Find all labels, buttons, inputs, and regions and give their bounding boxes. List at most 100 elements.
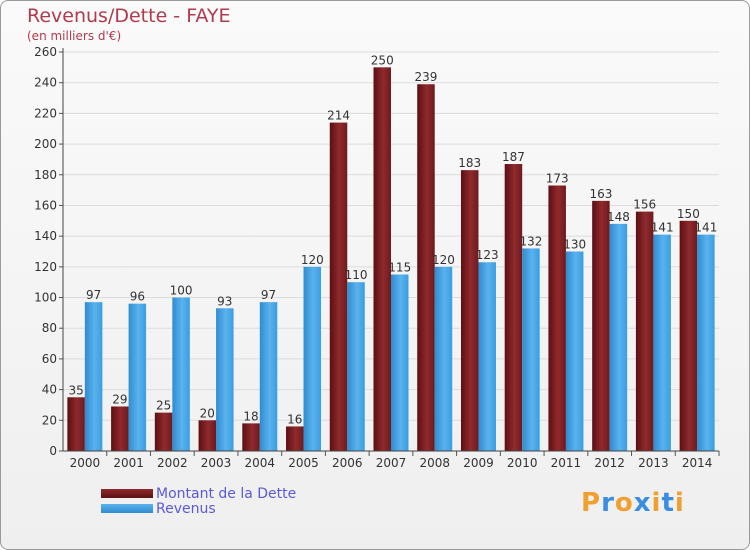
debt-value-label: 163 (589, 187, 612, 201)
revenus-value-label: 115 (388, 261, 411, 275)
y-tick-label: 260 (34, 45, 57, 59)
logo-letter: i (651, 488, 662, 518)
x-tick-label: 2001 (113, 456, 144, 470)
logo-letter: t (661, 488, 675, 518)
revenus-bar (697, 234, 715, 451)
y-tick-label: 0 (49, 444, 57, 458)
y-tick-label: 100 (34, 291, 57, 305)
debt-bar (417, 84, 435, 451)
debt-value-label: 29 (112, 392, 127, 406)
revenus-value-label: 97 (86, 288, 101, 302)
debt-value-label: 150 (677, 207, 700, 221)
revenus-value-label: 110 (345, 268, 368, 282)
revenus-bar (609, 223, 628, 451)
debt-value-label: 173 (546, 172, 569, 186)
revenus-value-label: 96 (130, 290, 145, 304)
x-tick-label: 2007 (376, 456, 407, 470)
x-axis-ticks: 2000 2001 2002 2003 2004 2005 2006 2007 2008 2009… (70, 451, 720, 470)
revenus-bar (478, 262, 496, 451)
x-tick-label: 2008 (419, 456, 450, 470)
y-tick-label: 220 (34, 106, 57, 120)
chart-title: Revenus/Dette - FAYE (27, 5, 231, 27)
revenus-value-label: 123 (476, 248, 499, 262)
x-tick-label: 2004 (245, 456, 276, 470)
x-tick-label: 2000 (70, 456, 101, 470)
debt-value-label: 156 (633, 198, 656, 212)
legend-swatch-revenus (101, 504, 153, 513)
y-tick-label: 140 (34, 229, 57, 243)
x-tick-label: 2006 (332, 456, 363, 470)
debt-bar (548, 185, 566, 451)
debt-value-label: 20 (200, 406, 215, 420)
legend-label-revenus: Revenus (156, 501, 216, 517)
revenus-bar (172, 297, 190, 451)
revenus-value-label: 130 (563, 238, 586, 252)
y-tick-label: 80 (42, 321, 57, 335)
revenus-bar (347, 282, 365, 451)
revenus-value-label: 120 (432, 253, 455, 267)
logo-letter: i (674, 488, 685, 518)
debt-bar (504, 164, 523, 451)
x-tick-label: 2011 (551, 456, 582, 470)
revenus-value-label: 93 (217, 294, 232, 308)
y-tick-label: 40 (42, 383, 57, 397)
x-tick-label: 2005 (288, 456, 319, 470)
logo-letter: r (601, 488, 615, 518)
debt-bar (111, 406, 129, 451)
revenus-bar (259, 302, 278, 451)
y-tick-label: 180 (34, 168, 57, 182)
revenus-bar (303, 266, 322, 451)
revenus-value-label: 148 (607, 210, 630, 224)
revenus-bar (434, 266, 453, 451)
y-tick-label: 60 (42, 352, 57, 366)
logo-letter: x (633, 488, 652, 518)
revenus-bar (84, 302, 103, 451)
debt-bar (592, 200, 610, 451)
logo-letter: o (614, 488, 634, 518)
debt-bar (242, 423, 260, 451)
revenus-bar (565, 251, 584, 451)
y-tick-label: 120 (34, 260, 57, 274)
revenus-value-label: 132 (519, 234, 542, 248)
debt-value-label: 187 (502, 150, 525, 164)
debt-bar (373, 67, 391, 451)
debt-bar (460, 170, 479, 451)
bars (67, 67, 715, 451)
x-tick-label: 2010 (507, 456, 538, 470)
chart-subtitle: (en milliers d'€) (27, 29, 122, 43)
x-tick-label: 2003 (201, 456, 232, 470)
debt-value-label: 183 (458, 156, 481, 170)
revenus-bar (522, 248, 540, 451)
debt-value-label: 16 (287, 412, 302, 426)
logo-letter: P (581, 488, 602, 518)
y-tick-label: 200 (34, 137, 57, 151)
data-labels: 35 97 29 96 25 100 20 93 18 97 16 120 214 110 250 115 23… (68, 53, 717, 426)
debt-bar (198, 420, 217, 451)
revenus-value-label: 120 (301, 253, 324, 267)
revenus-bar (391, 274, 409, 451)
x-tick-label: 2014 (682, 456, 713, 470)
debt-value-label: 25 (156, 399, 171, 413)
revenus-bar (216, 308, 234, 451)
debt-bar (67, 397, 85, 451)
debt-value-label: 239 (415, 70, 438, 84)
proxiti-logo: Proxiti (581, 488, 685, 518)
y-tick-label: 20 (42, 413, 57, 427)
x-tick-label: 2009 (463, 456, 494, 470)
x-tick-label: 2013 (638, 456, 669, 470)
legend-swatch-debt (101, 489, 153, 498)
x-tick-label: 2012 (594, 456, 625, 470)
revenus-bar (128, 303, 147, 451)
revenus-value-label: 141 (651, 221, 674, 235)
x-tick-label: 2002 (157, 456, 188, 470)
debt-bar (329, 122, 348, 451)
legend-label-debt: Montant de la Dette (156, 486, 297, 502)
y-tick-label: 160 (34, 198, 57, 212)
revenus-value-label: 141 (694, 221, 717, 235)
debt-value-label: 35 (68, 383, 83, 397)
debt-value-label: 250 (371, 53, 394, 67)
revenus-value-label: 97 (261, 288, 276, 302)
y-axis-ticks: 0 20 40 60 80 100 120 140 160 180 200 220 240 260 (34, 45, 63, 458)
